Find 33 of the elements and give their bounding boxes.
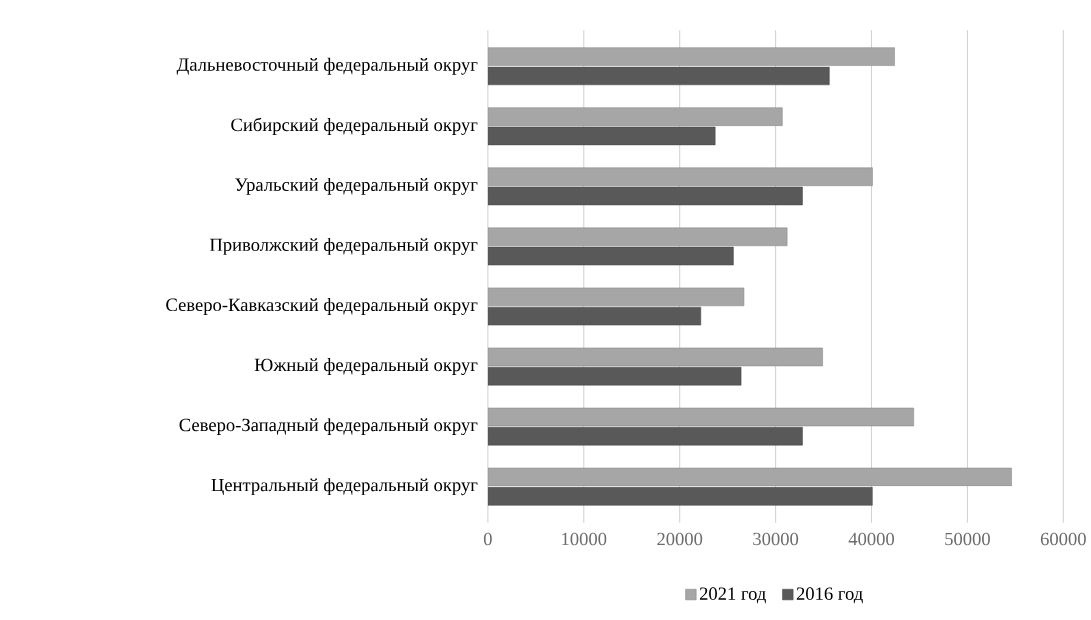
x-tick-label: 0 (483, 532, 492, 546)
bar (487, 246, 734, 266)
bar (487, 227, 788, 246)
bar (487, 167, 873, 186)
bar (487, 306, 702, 326)
legend-label: 2016 год (796, 587, 863, 604)
bar (487, 426, 803, 446)
bar (487, 107, 783, 126)
y-tick-label: Южный федеральный округ (254, 357, 478, 375)
bar (487, 407, 914, 427)
legend-label: 2021 год (699, 587, 766, 604)
y-tick-label: Центральный федеральный округ (211, 478, 478, 495)
bar (487, 366, 742, 386)
bar (487, 486, 873, 506)
bar (487, 287, 745, 306)
bar (487, 47, 895, 66)
y-tick-label: Северо-Кавказский федеральный округ (166, 297, 478, 315)
x-tick-label: 10000 (562, 532, 607, 546)
y-tick-label: Сибирский федеральный округ (231, 117, 478, 135)
x-tick-label: 30000 (753, 532, 799, 546)
x-tick-label: 50000 (945, 532, 990, 546)
bar (487, 467, 1012, 487)
bar (487, 66, 830, 85)
y-tick-label: Северо-Западный федеральный округ (179, 418, 478, 435)
y-tick-label: Уральский федеральный округ (235, 177, 478, 195)
y-tick-label: Приволжский федеральный округ (209, 237, 478, 255)
bar (487, 186, 803, 206)
bar (487, 126, 716, 146)
x-tick-label: 40000 (848, 532, 895, 546)
bar (487, 347, 823, 367)
x-tick-label: 60000 (1040, 532, 1086, 546)
x-tick-label: 20000 (657, 532, 703, 546)
y-tick-label: Дальневосточный федеральный округ (176, 57, 478, 75)
